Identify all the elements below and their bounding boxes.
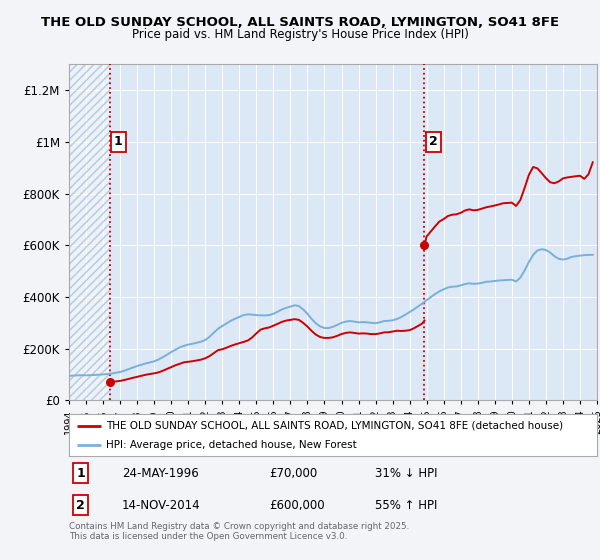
Text: 2: 2 [429,136,437,148]
Text: £70,000: £70,000 [269,467,318,480]
Text: HPI: Average price, detached house, New Forest: HPI: Average price, detached house, New … [106,440,357,450]
Text: 2: 2 [76,498,85,512]
Text: Contains HM Land Registry data © Crown copyright and database right 2025.
This d: Contains HM Land Registry data © Crown c… [69,522,409,542]
Text: 1: 1 [114,136,122,148]
Text: Price paid vs. HM Land Registry's House Price Index (HPI): Price paid vs. HM Land Registry's House … [131,28,469,41]
Text: THE OLD SUNDAY SCHOOL, ALL SAINTS ROAD, LYMINGTON, SO41 8FE (detached house): THE OLD SUNDAY SCHOOL, ALL SAINTS ROAD, … [106,421,563,431]
Text: 14-NOV-2014: 14-NOV-2014 [122,498,200,512]
Text: 31% ↓ HPI: 31% ↓ HPI [375,467,438,480]
Bar [69,64,110,400]
Text: 1: 1 [76,467,85,480]
Text: 55% ↑ HPI: 55% ↑ HPI [375,498,437,512]
Text: £600,000: £600,000 [269,498,325,512]
Text: 24-MAY-1996: 24-MAY-1996 [122,467,199,480]
Text: THE OLD SUNDAY SCHOOL, ALL SAINTS ROAD, LYMINGTON, SO41 8FE: THE OLD SUNDAY SCHOOL, ALL SAINTS ROAD, … [41,16,559,29]
Bar [69,64,110,400]
